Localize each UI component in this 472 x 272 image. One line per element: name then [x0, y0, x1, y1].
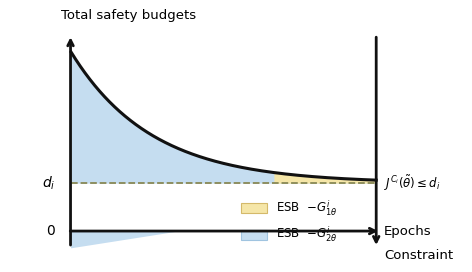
Text: Total safety budgets: Total safety budgets	[61, 10, 196, 22]
Text: 0: 0	[47, 224, 55, 238]
Text: Constraint: Constraint	[384, 249, 453, 262]
Text: Epochs: Epochs	[384, 225, 431, 237]
Legend: ESB  $-G^i_{1\theta}$, ESB  $-G^i_{2\theta}$: ESB $-G^i_{1\theta}$, ESB $-G^i_{2\theta…	[241, 199, 338, 244]
Text: $d_i$: $d_i$	[42, 174, 55, 192]
Text: $J^{C_i}(\tilde{\theta}) \leq d_i$: $J^{C_i}(\tilde{\theta}) \leq d_i$	[384, 174, 440, 193]
